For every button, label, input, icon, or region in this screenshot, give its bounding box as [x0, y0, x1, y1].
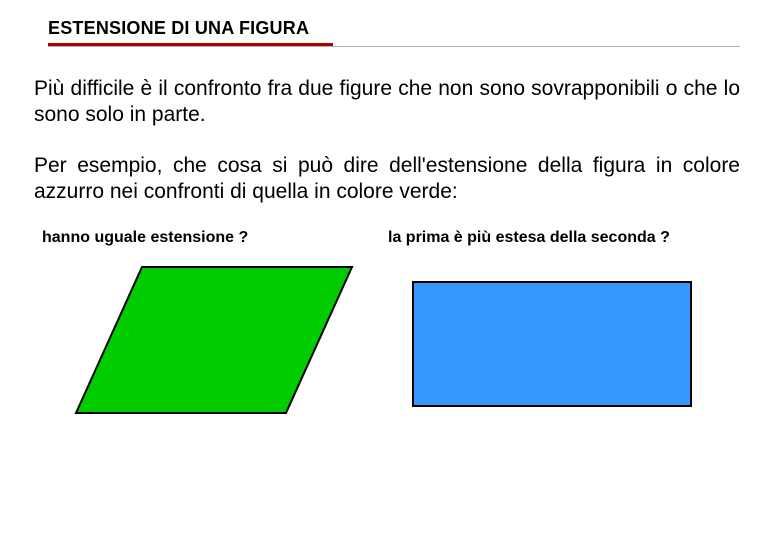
parallelogram-svg [74, 265, 354, 415]
title-underline [48, 43, 780, 48]
question-right: la prima è più estesa della seconda ? [388, 229, 734, 247]
green-parallelogram [74, 265, 354, 420]
underline-rule [48, 46, 740, 47]
page-title: ESTENSIONE DI UNA FIGURA [48, 18, 780, 39]
blue-rectangle [412, 281, 692, 412]
parallelogram-shape [76, 267, 352, 413]
paragraph-2: Per esempio, che cosa si può dire dell'e… [34, 153, 740, 206]
questions-row: hanno uguale estensione ? la prima è più… [34, 229, 740, 247]
rectangle-svg [412, 281, 692, 407]
paragraph-1: Più difficile è il confronto fra due fig… [34, 76, 740, 129]
question-left: hanno uguale estensione ? [42, 229, 388, 247]
rectangle-shape [413, 282, 691, 406]
content-body: Più difficile è il confronto fra due fig… [0, 48, 780, 435]
header: ESTENSIONE DI UNA FIGURA [0, 0, 780, 48]
shapes-area [34, 265, 740, 435]
